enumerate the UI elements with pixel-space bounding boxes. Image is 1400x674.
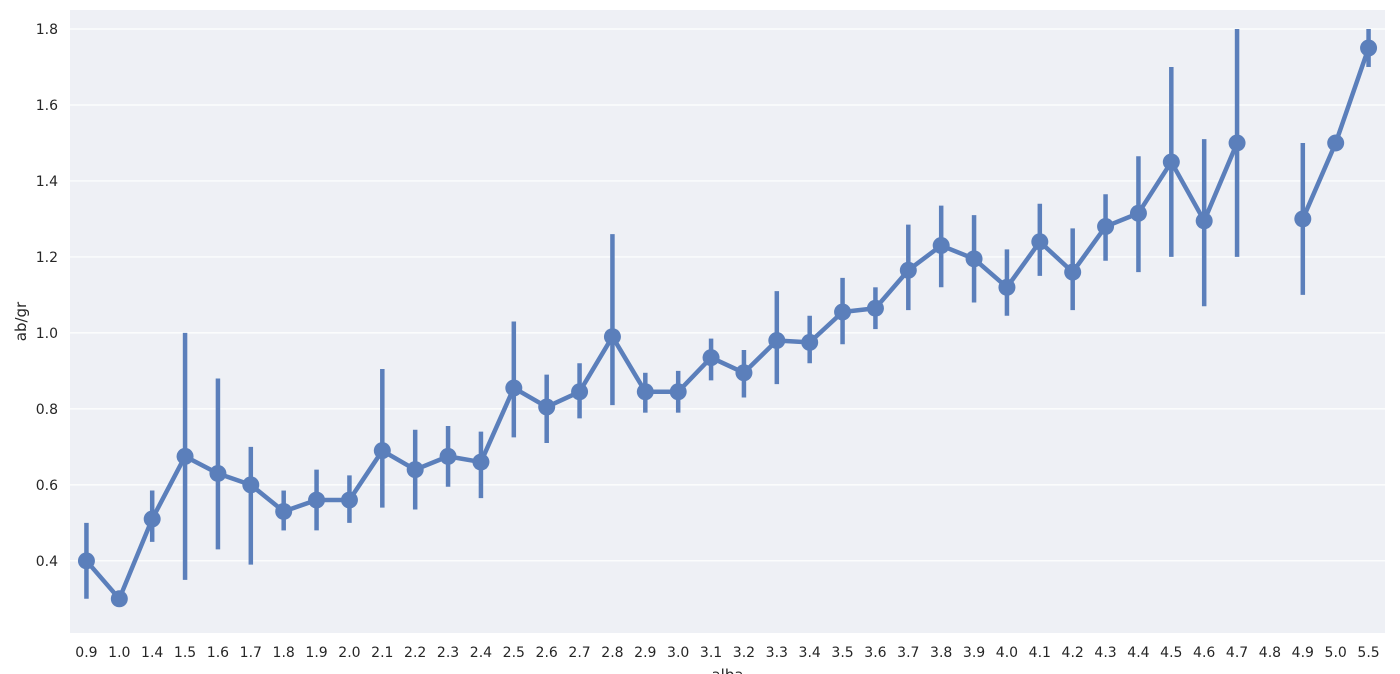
x-tick-label: 1.7: [240, 645, 262, 661]
plot-background: [70, 10, 1385, 633]
x-tick-label: 1.9: [305, 645, 327, 661]
data-point: [669, 383, 687, 401]
data-point: [801, 333, 819, 351]
data-point: [1360, 39, 1378, 57]
data-point: [505, 379, 523, 397]
data-point: [636, 383, 654, 401]
x-axis-label: alba: [711, 666, 743, 674]
data-point: [1064, 263, 1082, 281]
y-tick-label: 1.4: [36, 174, 58, 190]
data-point: [1294, 210, 1312, 228]
data-point: [1195, 212, 1213, 230]
x-tick-label: 3.4: [799, 645, 821, 661]
data-point: [176, 447, 194, 465]
data-point: [768, 331, 786, 349]
x-tick-label: 0.9: [75, 645, 97, 661]
data-point: [932, 237, 950, 255]
x-tick-label: 2.4: [470, 645, 492, 661]
data-point: [998, 278, 1016, 296]
data-point: [308, 491, 326, 509]
data-point: [1162, 153, 1180, 171]
x-tick-label: 4.7: [1226, 645, 1248, 661]
y-tick-label: 0.8: [36, 402, 58, 418]
x-tick-label: 4.1: [1029, 645, 1051, 661]
data-point: [965, 250, 983, 268]
y-axis-ticks: 0.4 0.6 0.8 1.0 1.2 1.4 1.6 1.8: [36, 22, 58, 570]
data-point: [899, 261, 917, 279]
x-tick-label: 5.5: [1357, 645, 1379, 661]
x-tick-label: 4.3: [1094, 645, 1116, 661]
x-tick-label: 1.4: [141, 645, 163, 661]
data-point: [472, 453, 490, 471]
x-tick-label: 3.9: [963, 645, 985, 661]
data-point: [143, 510, 161, 528]
x-tick-label: 2.1: [371, 645, 393, 661]
x-tick-label: 4.0: [996, 645, 1018, 661]
x-tick-label: 2.2: [404, 645, 426, 661]
x-tick-label: 3.5: [831, 645, 853, 661]
x-tick-label: 4.4: [1127, 645, 1149, 661]
data-point: [571, 383, 589, 401]
data-point: [406, 461, 424, 479]
data-point: [77, 552, 95, 570]
data-point: [866, 299, 884, 317]
x-tick-label: 4.5: [1160, 645, 1182, 661]
x-tick-label: 2.9: [634, 645, 656, 661]
data-point: [735, 364, 753, 382]
data-point: [834, 303, 852, 321]
x-tick-label: 4.8: [1259, 645, 1281, 661]
x-tick-label: 2.6: [536, 645, 558, 661]
data-point: [439, 447, 457, 465]
x-tick-label: 3.6: [864, 645, 886, 661]
data-point: [538, 398, 556, 416]
x-tick-label: 1.8: [273, 645, 295, 661]
x-tick-label: 2.7: [568, 645, 590, 661]
data-point: [1327, 134, 1345, 152]
x-tick-label: 3.2: [733, 645, 755, 661]
y-axis-label: ab/gr: [12, 301, 30, 341]
data-point: [1228, 134, 1246, 152]
y-tick-label: 0.6: [36, 478, 58, 494]
x-tick-label: 2.8: [601, 645, 623, 661]
data-point: [1031, 233, 1049, 251]
data-points: [77, 39, 1378, 608]
data-point: [603, 328, 621, 346]
x-tick-label: 3.7: [897, 645, 919, 661]
data-point: [340, 491, 358, 509]
x-axis-ticks: 0.9 1.0 1.4 1.5 1.6 1.7 1.8 1.9 2.0 2.1 2.2 2.3 2.4 2…: [75, 645, 1379, 661]
data-point: [209, 464, 227, 482]
x-tick-label: 2.5: [503, 645, 525, 661]
data-point: [242, 476, 260, 494]
y-tick-label: 1.6: [36, 98, 58, 114]
x-tick-label: 2.3: [437, 645, 459, 661]
x-tick-label: 2.0: [338, 645, 360, 661]
x-tick-label: 3.0: [667, 645, 689, 661]
y-tick-label: 1.8: [36, 22, 58, 38]
x-tick-label: 4.2: [1062, 645, 1084, 661]
x-tick-label: 4.6: [1193, 645, 1215, 661]
data-point: [1129, 204, 1147, 222]
x-tick-label: 1.5: [174, 645, 196, 661]
x-tick-label: 1.0: [108, 645, 130, 661]
data-point: [110, 590, 128, 608]
data-point: [1097, 218, 1115, 236]
x-tick-label: 3.8: [930, 645, 952, 661]
x-tick-label: 5.0: [1325, 645, 1347, 661]
data-point: [702, 349, 720, 367]
y-tick-label: 0.4: [36, 554, 58, 570]
y-tick-label: 1.0: [36, 326, 58, 342]
gridlines: [70, 28, 1385, 562]
data-point: [373, 442, 391, 460]
error-bars: [84, 28, 1371, 599]
x-tick-label: 4.9: [1292, 645, 1314, 661]
x-tick-label: 3.1: [700, 645, 722, 661]
x-tick-label: 1.6: [207, 645, 229, 661]
x-tick-label: 3.3: [766, 645, 788, 661]
data-point: [275, 502, 293, 520]
y-tick-label: 1.2: [36, 250, 58, 266]
